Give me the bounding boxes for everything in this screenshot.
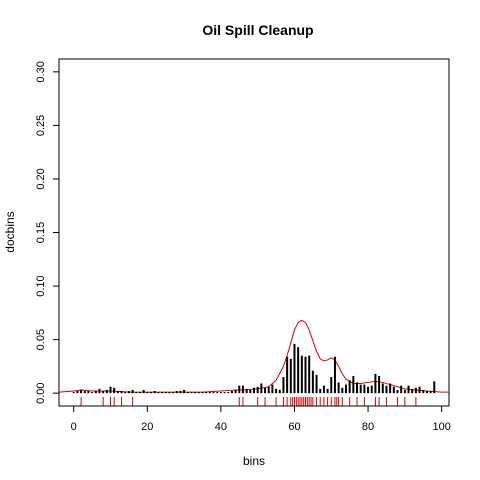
x-tick-label: 60 bbox=[288, 421, 300, 433]
x-tick-label: 20 bbox=[141, 421, 153, 433]
x-axis-title: bins bbox=[243, 454, 265, 468]
rug-marks bbox=[80, 397, 417, 406]
y-tick-label: 0.20 bbox=[35, 168, 47, 189]
x-tick-label: 80 bbox=[362, 421, 374, 433]
x-tick-label: 100 bbox=[432, 421, 450, 433]
x-axis: 0 20 40 60 80 100 bbox=[71, 405, 451, 433]
y-axis-title: docbins bbox=[3, 211, 17, 252]
chart-title: Oil Spill Cleanup bbox=[202, 22, 313, 38]
y-tick-label: 0.25 bbox=[35, 115, 47, 136]
y-tick-label: 0.10 bbox=[35, 275, 47, 296]
x-tick-label: 40 bbox=[215, 421, 227, 433]
y-tick-label: 0.15 bbox=[35, 222, 47, 243]
y-tick-label: 0.05 bbox=[35, 329, 47, 350]
y-tick-label: 0.00 bbox=[35, 382, 47, 403]
bars bbox=[72, 343, 436, 394]
y-axis: 0.00 0.05 0.10 0.15 0.20 0.25 0.30 bbox=[35, 61, 60, 404]
density-line bbox=[58, 319, 449, 393]
y-tick-label: 0.30 bbox=[35, 61, 47, 82]
x-tick-label: 0 bbox=[71, 421, 77, 433]
plot-box bbox=[58, 58, 450, 407]
density-curve bbox=[58, 319, 449, 393]
